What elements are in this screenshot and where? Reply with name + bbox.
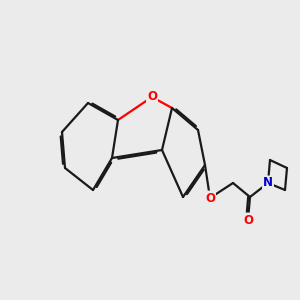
Text: O: O <box>243 214 253 226</box>
Text: N: N <box>263 176 273 190</box>
Text: O: O <box>147 91 157 103</box>
Text: O: O <box>205 191 215 205</box>
